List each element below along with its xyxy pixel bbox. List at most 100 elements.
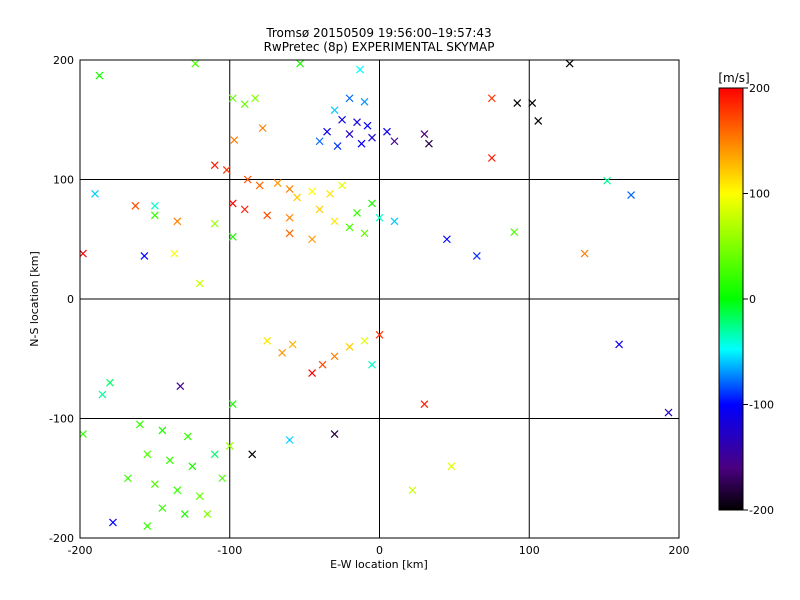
meteor-cross-point (424, 139, 433, 148)
meteor-cross-point (210, 161, 219, 170)
meteor-cross-point (258, 124, 267, 133)
meteor-cross-point (210, 450, 219, 459)
meteor-cross-point (420, 400, 429, 409)
meteor-cross-point (442, 235, 451, 244)
x-tick-label: -100 (217, 544, 242, 557)
meteor-cross-point (447, 462, 456, 471)
meteor-cross-point (203, 510, 212, 519)
meteor-cross-point (165, 456, 174, 465)
meteor-cross-point (357, 139, 366, 148)
meteor-cross-point (150, 480, 159, 489)
meteor-cross-point (228, 94, 237, 103)
colorbar: [m/s] 200 100 0 -100 -200 (718, 71, 774, 517)
meteor-cross-point (308, 187, 317, 196)
meteor-cross-point (225, 442, 234, 450)
meteor-cross-point (487, 154, 496, 162)
colorbar-tick-label: -100 (749, 399, 774, 412)
meteor-cross-point (580, 249, 589, 258)
meteor-cross-point (383, 127, 391, 136)
meteor-cross-point (183, 432, 192, 441)
meteor-cross-point (150, 201, 159, 210)
meteor-cross-point (293, 193, 302, 202)
meteor-cross-point (330, 106, 339, 115)
meteor-cross-point (615, 340, 624, 349)
meteor-cross-point (222, 166, 231, 174)
meteor-cross-point (487, 94, 496, 103)
meteor-cross-point (285, 185, 294, 193)
meteor-cross-point (363, 121, 372, 130)
meteor-cross-point (345, 342, 354, 351)
meteor-cross-point (109, 518, 117, 527)
y-axis-ticks: -200 -100 0 100 200 (49, 54, 74, 545)
meteor-cross-point (285, 229, 294, 238)
meteor-cross-point (158, 426, 167, 435)
colorbar-tick-label: 200 (749, 82, 770, 95)
meteor-cross-point (278, 348, 287, 357)
meteor-cross-point (345, 223, 354, 232)
chart-subtitle: RwPretec (8p) EXPERIMENTAL SKYMAP (264, 40, 495, 54)
meteor-cross-point (360, 229, 369, 238)
meteor-cross-point (338, 115, 346, 124)
meteor-cross-point (368, 199, 376, 208)
meteor-cross-point (315, 205, 324, 214)
meteor-cross-point (308, 369, 317, 378)
y-axis-label: N-S location [km] (28, 251, 41, 347)
meteor-cross-point (273, 179, 282, 188)
x-tick-label: 200 (669, 544, 690, 557)
meteor-cross-point (188, 462, 197, 471)
meteor-cross-point (80, 430, 87, 438)
meteor-cross-point (176, 382, 185, 391)
meteor-cross-point (230, 136, 239, 144)
meteor-cross-point (195, 492, 204, 501)
meteor-cross-point (345, 94, 354, 103)
meteor-cross-point (191, 60, 200, 68)
meteor-cross-point (91, 189, 99, 198)
meteor-cross-point (123, 474, 132, 483)
meteor-cross-point (603, 176, 612, 185)
meteor-cross-point (251, 94, 260, 103)
meteor-cross-point (318, 360, 327, 369)
y-tick-label: 100 (53, 174, 74, 187)
meteor-cross-point (131, 201, 140, 210)
colorbar-tick-label: 100 (749, 188, 770, 201)
meteor-cross-point (323, 127, 332, 136)
meteor-cross-point (210, 219, 219, 228)
meteor-cross-point (255, 181, 264, 190)
meteor-cross-point (180, 510, 189, 519)
meteor-cross-point (345, 130, 354, 139)
y-tick-label: -100 (49, 413, 74, 426)
colorbar-tick-label: 0 (749, 293, 756, 306)
meteor-cross-point (248, 450, 257, 459)
meteor-cross-point (98, 390, 107, 399)
meteor-cross-point (315, 137, 324, 146)
y-tick-label: 200 (53, 54, 74, 67)
meteor-cross-point (565, 60, 574, 68)
meteor-cross-point (143, 450, 152, 459)
meteor-cross-point (228, 400, 237, 409)
meteor-cross-point (263, 211, 272, 220)
meteor-cross-point (195, 279, 204, 288)
colorbar-label: [m/s] (718, 71, 749, 85)
meteor-cross-point (228, 232, 237, 241)
x-tick-label: 0 (376, 544, 383, 557)
x-axis-label: E-W location [km] (330, 558, 428, 571)
meteor-cross-point (360, 336, 369, 345)
plot-frame (79, 59, 680, 539)
meteor-cross-point (510, 228, 519, 237)
meteor-cross-point (330, 217, 339, 226)
meteor-cross-point (375, 213, 384, 222)
meteor-cross-point (353, 209, 361, 217)
x-tick-label: -200 (68, 544, 93, 557)
meteor-cross-point (80, 249, 87, 258)
meteor-cross-point (330, 352, 339, 361)
meteor-cross-point (243, 175, 252, 184)
meteor-cross-point (390, 217, 399, 226)
meteor-cross-point (353, 118, 361, 127)
meteor-cross-point (106, 378, 114, 387)
meteor-cross-point (326, 189, 335, 198)
x-axis-ticks: -200 -100 0 100 200 (68, 544, 690, 557)
meteor-cross-point (288, 340, 297, 349)
meteor-cross-point (368, 360, 376, 369)
meteor-cross-point (472, 252, 481, 260)
